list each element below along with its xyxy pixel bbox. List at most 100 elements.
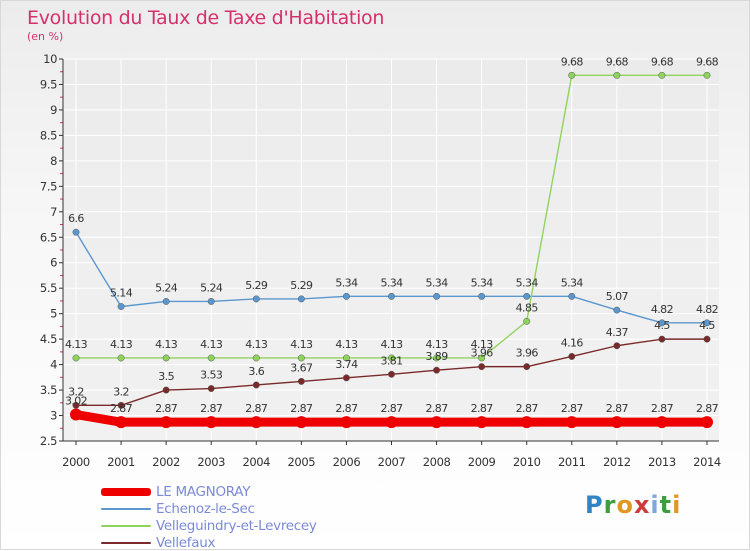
y-tick-label: 2.5 <box>40 434 57 448</box>
x-tick-label: 2001 <box>107 455 135 469</box>
data-label: 9.68 <box>606 55 629 68</box>
y-tick-label: 7 <box>50 205 57 219</box>
logo-letter: t <box>659 491 673 519</box>
data-point <box>388 354 395 362</box>
data-label: 3.96 <box>471 347 494 360</box>
data-point <box>295 416 308 429</box>
data-label: 4.13 <box>110 338 133 351</box>
legend-item: LE MAGNORAY <box>101 483 317 500</box>
data-label: 3.2 <box>68 385 84 398</box>
x-tick-label: 2008 <box>423 455 451 469</box>
legend-label: LE MAGNORAY <box>156 483 251 500</box>
data-point <box>703 335 711 343</box>
x-tick-label: 2012 <box>603 455 631 469</box>
data-point <box>250 416 263 429</box>
data-label: 3.81 <box>380 354 402 367</box>
logo-letter: i <box>650 491 660 519</box>
data-point <box>342 374 350 382</box>
data-point <box>385 416 398 429</box>
data-point <box>655 416 668 429</box>
data-label: 5.29 <box>245 279 268 292</box>
x-tick-label: 2003 <box>197 455 225 469</box>
data-point <box>207 297 215 305</box>
data-point <box>160 416 173 429</box>
data-point <box>72 354 80 362</box>
data-point <box>297 354 305 362</box>
logo-letter: x <box>633 491 651 519</box>
data-label: 4.13 <box>65 338 88 351</box>
data-label: 4.13 <box>471 338 494 351</box>
y-tick-label: 7.5 <box>40 179 57 193</box>
data-label: 4.13 <box>200 338 223 351</box>
legend-item: Vellefaux <box>101 534 317 551</box>
data-label: 3.5 <box>158 370 174 383</box>
x-tick-label: 2013 <box>648 455 676 469</box>
data-label: 5.07 <box>606 290 629 303</box>
data-label: 2.87 <box>335 402 358 415</box>
data-point <box>162 354 170 362</box>
data-label: 4.85 <box>516 301 539 314</box>
data-label: 2.87 <box>200 402 223 415</box>
data-label: 2.87 <box>426 402 449 415</box>
data-point <box>565 416 578 429</box>
data-label: 6.6 <box>68 212 84 225</box>
y-tick-label: 10 <box>43 52 57 66</box>
data-point <box>207 385 215 392</box>
data-point <box>703 319 711 327</box>
data-point <box>701 416 713 429</box>
data-point <box>523 363 531 371</box>
data-point <box>388 370 395 378</box>
data-label: 3.02 <box>65 395 87 408</box>
data-label: 4.82 <box>696 303 718 316</box>
data-label: 2.87 <box>606 402 629 415</box>
data-label: 5.24 <box>200 281 223 294</box>
legend-swatch <box>101 524 151 527</box>
data-point <box>342 292 350 300</box>
data-point <box>568 353 576 360</box>
data-point <box>433 292 441 300</box>
data-label: 2.87 <box>516 402 539 415</box>
data-point <box>252 295 260 303</box>
data-label: 9.68 <box>561 55 584 68</box>
x-tick-label: 2009 <box>468 455 496 469</box>
y-tick-label: 6 <box>50 256 57 270</box>
data-point <box>252 354 260 362</box>
data-point <box>162 386 170 394</box>
x-tick-label: 2014 <box>693 455 721 469</box>
chart-subtitle: (en %) <box>27 30 64 43</box>
data-label: 3.53 <box>200 369 223 382</box>
data-point <box>162 297 170 305</box>
proxiti-logo: Proxiti <box>585 491 681 519</box>
data-point <box>478 354 486 362</box>
data-label: 3.89 <box>426 350 449 363</box>
data-label: 4.13 <box>155 338 178 351</box>
data-point <box>523 317 531 325</box>
logo-letter: o <box>616 491 634 519</box>
data-label: 2.87 <box>561 402 584 415</box>
data-point <box>117 354 125 362</box>
data-label: 4.5 <box>699 319 715 332</box>
data-point <box>433 366 441 374</box>
y-tick-label: 8 <box>50 154 57 168</box>
data-point <box>568 71 576 79</box>
x-tick-label: 2002 <box>152 455 180 469</box>
legend-item: Echenoz-le-Sec <box>101 500 317 517</box>
data-point <box>613 71 621 79</box>
x-tick-label: 2011 <box>558 455 586 469</box>
data-label: 2.87 <box>245 402 268 415</box>
y-tick-label: 3 <box>50 409 57 423</box>
data-point <box>478 292 486 300</box>
data-point <box>252 381 260 389</box>
data-label: 4.13 <box>380 338 403 351</box>
data-point <box>520 416 533 429</box>
data-point <box>72 228 80 236</box>
data-label: 3.74 <box>335 358 358 371</box>
logo-letter: r <box>603 491 617 519</box>
data-label: 9.68 <box>696 55 719 68</box>
data-label: 5.34 <box>380 276 403 289</box>
data-point <box>70 408 82 421</box>
data-point <box>613 342 621 350</box>
data-label: 4.5 <box>654 319 670 332</box>
data-point <box>475 416 488 429</box>
